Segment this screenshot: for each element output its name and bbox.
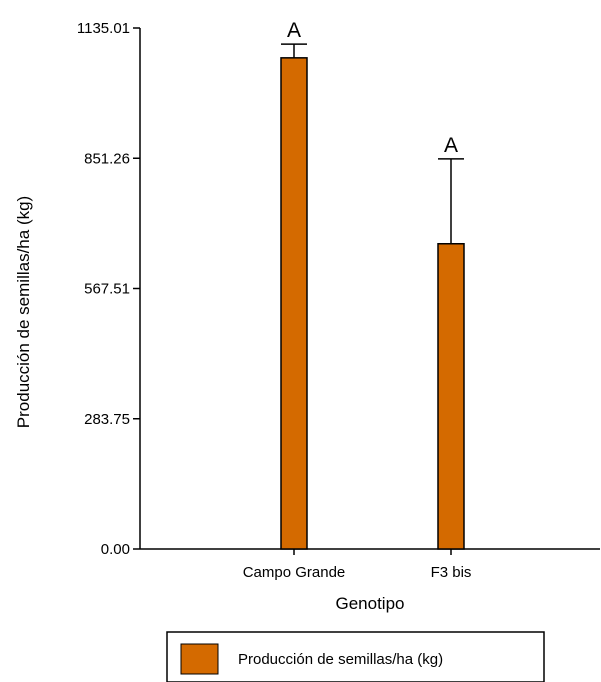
bar bbox=[280, 57, 308, 550]
x-category-labels: Campo Grande F3 bis bbox=[243, 549, 472, 581]
x-category-label: Campo Grande bbox=[243, 564, 346, 581]
x-category-label: F3 bis bbox=[431, 564, 472, 581]
significance-label: A bbox=[287, 19, 301, 42]
legend: Producción de semillas/ha (kg) bbox=[166, 631, 545, 682]
legend-swatch bbox=[180, 643, 219, 675]
y-tick-label: 567.51 bbox=[84, 281, 130, 298]
significance-label: A bbox=[444, 134, 458, 157]
legend-label: Producción de semillas/ha (kg) bbox=[238, 651, 443, 668]
bars bbox=[280, 57, 465, 550]
error-bars bbox=[281, 43, 464, 244]
legend-box bbox=[166, 631, 545, 682]
y-tick-label: 851.26 bbox=[84, 150, 130, 167]
y-tick-label: 0.00 bbox=[101, 541, 130, 558]
y-tick-label: 283.75 bbox=[84, 411, 130, 428]
y-ticks: 0.00 283.75 567.51 851.26 1135.01 bbox=[77, 20, 140, 558]
x-axis-title: Genotipo bbox=[336, 594, 405, 613]
y-tick-label: 1135.01 bbox=[77, 20, 130, 37]
bar bbox=[437, 242, 465, 550]
y-axis-title: Producción de semillas/ha (kg) bbox=[14, 196, 33, 428]
significance-labels: AA bbox=[287, 19, 458, 157]
